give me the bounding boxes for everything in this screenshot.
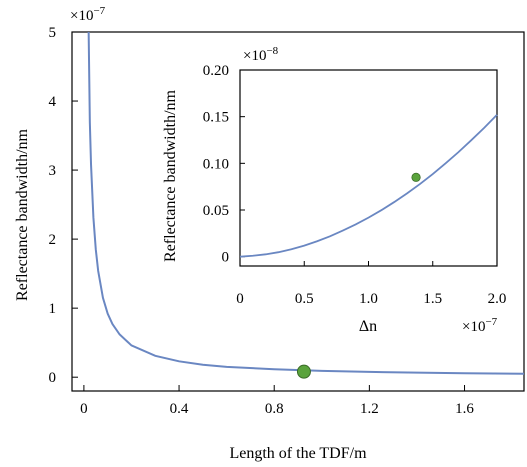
- main-y-ticks: 0 1 2 3 4 5: [49, 25, 78, 386]
- inset-chart: 0 0.05 0.10 0.15 0.20 0 0.5 1.0 1.5 2.0 ×10−8 ×1…: [162, 45, 506, 335]
- inset-x-axis-label: Δn: [359, 318, 377, 335]
- main-y-tick-label: 4: [49, 94, 57, 110]
- main-x-tick-label: 1.6: [455, 401, 474, 417]
- inset-x-tick-label: 1.0: [359, 291, 378, 307]
- main-y-axis-label: Reflectance bandwidth/nm: [14, 128, 31, 300]
- main-y-tick-label: 5: [49, 25, 57, 41]
- main-x-axis-label: Length of the TDF/m: [229, 445, 367, 462]
- main-y-multiplier: ×10−7: [70, 5, 106, 24]
- main-series-line: [87, 31, 525, 375]
- main-x-tick-label: 0.8: [265, 401, 284, 417]
- inset-x-multiplier-exponent: −7: [485, 316, 497, 328]
- main-y-tick-label: 0: [49, 370, 57, 386]
- inset-x-tick-label: 1.5: [423, 291, 442, 307]
- main-x-tick-label: 0.4: [170, 401, 189, 417]
- main-x-tick-label: 0: [80, 401, 88, 417]
- inset-x-tick-label: 0: [236, 291, 244, 307]
- inset-x-ticks: 0 0.5 1.0 1.5 2.0: [236, 261, 506, 307]
- inset-y-tick-label: 0.10: [203, 156, 229, 172]
- inset-highlight-point: [411, 172, 421, 182]
- main-chart: 0 1 2 3 4 5 0 0.4 0.8 1.2 1.6 ×10−7 Length of the…: [14, 5, 525, 462]
- main-y-tick-label: 3: [49, 163, 57, 179]
- main-y-tick-label: 2: [49, 232, 57, 248]
- inset-y-multiplier-exponent: −8: [266, 45, 278, 57]
- main-highlight-point: [296, 364, 311, 379]
- inset-y-tick-label: 0.15: [203, 110, 229, 126]
- main-y-tick-label: 1: [49, 301, 57, 317]
- inset-series-line: [239, 114, 498, 258]
- inset-x-tick-label: 2.0: [488, 291, 507, 307]
- inset-y-tick-label: 0.05: [203, 203, 229, 219]
- inset-y-axis-label: Reflectance bandwidth/nm: [162, 89, 179, 261]
- main-x-ticks: 0 0.4 0.8 1.2 1.6: [80, 385, 474, 417]
- inset-y-ticks: 0 0.05 0.10 0.15 0.20: [203, 63, 245, 266]
- inset-y-multiplier: ×10−8: [243, 45, 279, 64]
- main-y-multiplier-exponent: −7: [93, 5, 105, 17]
- main-plot-frame: [71, 31, 525, 392]
- inset-x-tick-label: 0.5: [295, 291, 314, 307]
- main-x-tick-label: 1.2: [360, 401, 379, 417]
- inset-y-tick-label: 0: [222, 250, 230, 266]
- inset-y-tick-label: 0.20: [203, 63, 229, 79]
- inset-x-multiplier: ×10−7: [462, 316, 498, 335]
- inset-background: [240, 70, 497, 266]
